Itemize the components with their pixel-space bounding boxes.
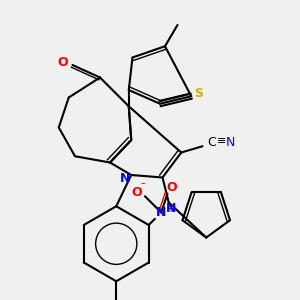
Text: N: N — [120, 172, 130, 185]
Text: N: N — [225, 136, 235, 149]
Text: O: O — [131, 186, 142, 199]
Text: ≡: ≡ — [217, 136, 226, 146]
Text: N: N — [166, 202, 176, 215]
Text: O: O — [166, 181, 176, 194]
Text: N: N — [156, 206, 166, 219]
Text: +: + — [166, 204, 174, 214]
Text: -: - — [140, 177, 145, 190]
Text: O: O — [57, 56, 68, 69]
Text: C: C — [207, 136, 216, 149]
Text: S: S — [194, 87, 203, 100]
